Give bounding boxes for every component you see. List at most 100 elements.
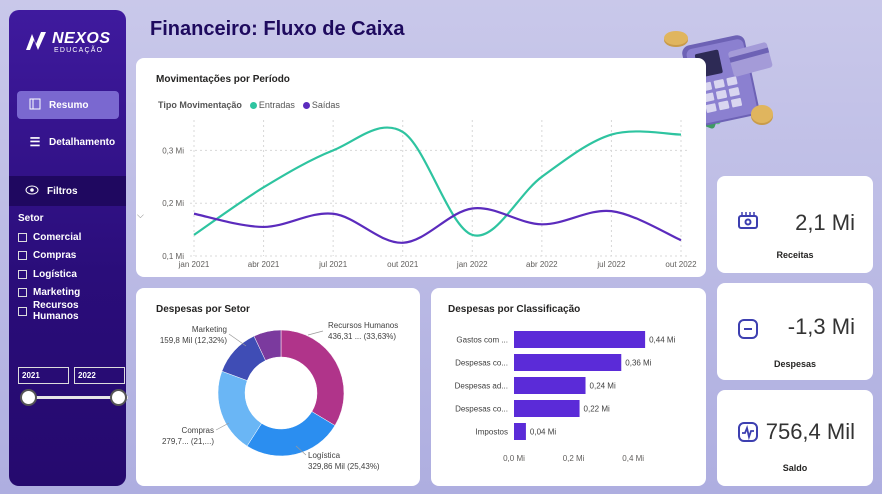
checkbox[interactable] [18,251,27,261]
despesas-setor-card: Despesas por Setor Recursos Humanos 436,3… [136,288,420,486]
x-tick-label: abr 2022 [526,260,558,269]
setor-label: Setor [18,213,44,224]
nav-label: Resumo [49,99,89,111]
kpi-receitas-value: 2,1 Mi [795,210,855,235]
donut-value-label: 279,7... (21,...) [162,437,214,446]
donut-leader-line [215,422,230,431]
x-tick-label: jan 2022 [456,260,488,269]
bar-category-label: Gastos com ... [456,336,508,345]
series-line-entradas [193,126,682,237]
setor-item-label: Comercial [33,231,82,243]
series-line-saídas [193,207,682,244]
checkbox[interactable] [18,269,27,279]
despesas-setor-donut-chart: Recursos Humanos 436,31 ... (33,63%) Logís… [160,321,398,471]
setor-item-label: Logística [33,268,77,280]
bar [514,377,586,394]
donut-label: Logística [308,451,341,460]
menu-icon: ☰ [29,135,41,149]
kpi-despesas-value: -1,3 Mi [787,314,855,339]
chevron-down-icon[interactable]: ⌵ [137,210,144,220]
donut-leader-line [307,330,324,336]
donut-leader-line [295,445,307,456]
kpi-despesas-card: -1,3 Mi Despesas [717,283,873,380]
setor-item-label: Compras [33,250,77,262]
bar [514,423,526,440]
y-tick-label: 0,3 Mi [162,146,184,155]
legend-dot-entradas [249,101,257,109]
donut-label: Marketing [192,325,227,334]
bar-value-label: 0,24 Mi [590,382,616,391]
year-to-input[interactable]: 2022 [74,367,125,384]
x-tick-label: jul 2022 [596,260,626,269]
donut-value-label: 436,31 ... (33,63%) [328,332,396,341]
setor-item-logistica[interactable]: Logística [18,265,126,284]
sidebar: NEXOS EDUCAÇÃO Resumo ☰ Detalhamento Fil… [9,10,128,486]
setor-item-rh[interactable]: Recursos Humanos [18,300,126,323]
setor-item-label: Marketing [33,287,81,299]
x-tick-label: jul 2021 [318,260,348,269]
checkbox[interactable] [18,232,27,242]
bar-category-label: Impostos [476,428,508,437]
setor-item-comercial[interactable]: Comercial [18,228,126,247]
setor-item-compras[interactable]: Compras [18,247,126,266]
bar-value-label: 0,04 Mi [530,428,556,437]
nav-resumo[interactable]: Resumo [17,91,119,119]
page-icon [27,98,43,113]
despesas-setor-title: Despesas por Setor [156,304,250,315]
x-tick-label: jan 2021 [178,260,210,269]
x-tick-label: out 2022 [665,260,697,269]
activity-icon [738,422,758,442]
year-slider-end-handle[interactable] [110,389,127,406]
bar-value-label: 0,22 Mi [584,405,610,414]
year-from-input[interactable]: 2021 [18,367,69,384]
y-tick-label: 0,2 Mi [162,199,184,208]
eye-icon [25,185,39,198]
setor-item-marketing[interactable]: Marketing [18,284,126,303]
movimentacoes-legend: Tipo Movimentação Entradas Saídas [158,100,340,110]
x-tick-label: 0,0 Mi [503,454,525,463]
x-tick-label: 0,2 Mi [563,454,585,463]
y-tick-label: 0,1 Mi [162,252,184,261]
despesas-classificacao-card: Despesas por Classificação 0,0 Mi 0,2 Mi 0… [431,288,706,486]
year-slider-track[interactable] [36,396,128,399]
page-title: Financeiro: Fluxo de Caixa [150,18,405,40]
checkbox[interactable] [18,306,27,316]
x-tick-label: 0,4 Mi [622,454,644,463]
movimentacoes-title: Movimentações por Período [156,74,290,85]
filters-header[interactable]: Filtros [9,176,126,206]
movimentacoes-line-chart: 0,1 Mi 0,2 Mi 0,3 Mi jan 2021 abr 2021 jul 20… [162,120,697,269]
kpi-receitas-label: Receitas [776,250,814,260]
legend-saidas: Saídas [311,100,340,110]
filters-label: Filtros [47,185,78,197]
kpi-saldo-value: 756,4 Mil [765,419,855,444]
nav-detalhamento[interactable]: ☰ Detalhamento [17,128,119,156]
bar-category-label: Despesas co... [455,359,508,368]
setor-list: Comercial Compras Logística Marketing Re… [18,228,126,323]
year-slider-start-handle[interactable] [20,389,37,406]
kpi-despesas-label: Despesas [773,359,817,369]
x-tick-label: abr 2021 [248,260,280,269]
bar [514,354,622,371]
legend-title: Tipo Movimentação [158,100,242,110]
despesas-classificacao-bar-chart: 0,0 Mi 0,2 Mi 0,4 Mi Gastos com ... 0,44 Mi D… [455,331,676,463]
donut-slice-recursos-humanos [280,329,345,426]
brand-subtitle: EDUCAÇÃO [54,47,104,54]
checkbox[interactable] [18,288,27,298]
bar [514,331,646,348]
movimentacoes-card: Movimentações por Período Tipo Movimenta… [136,58,706,277]
legend-dot-saidas [302,101,310,109]
kpi-saldo-card: 756,4 Mil Saldo [717,390,873,486]
donut-label: Recursos Humanos [328,321,398,330]
wallet-icon [738,212,758,229]
nexos-logo: NEXOS EDUCAÇÃO [24,28,114,58]
bar-category-label: Despesas co... [455,405,508,414]
setor-item-label: Recursos Humanos [32,300,79,323]
kpi-receitas-card: 2,1 Mi Receitas [717,176,873,273]
bar [514,400,580,417]
minus-icon [738,319,758,339]
donut-value-label: 159,8 Mil (12,32%) [160,336,227,345]
donut-slice-comercial [253,329,282,361]
legend-entradas: Entradas [258,100,295,110]
donut-value-label: 329,86 Mil (25,43%) [308,462,380,471]
brand-name: NEXOS [52,30,111,47]
